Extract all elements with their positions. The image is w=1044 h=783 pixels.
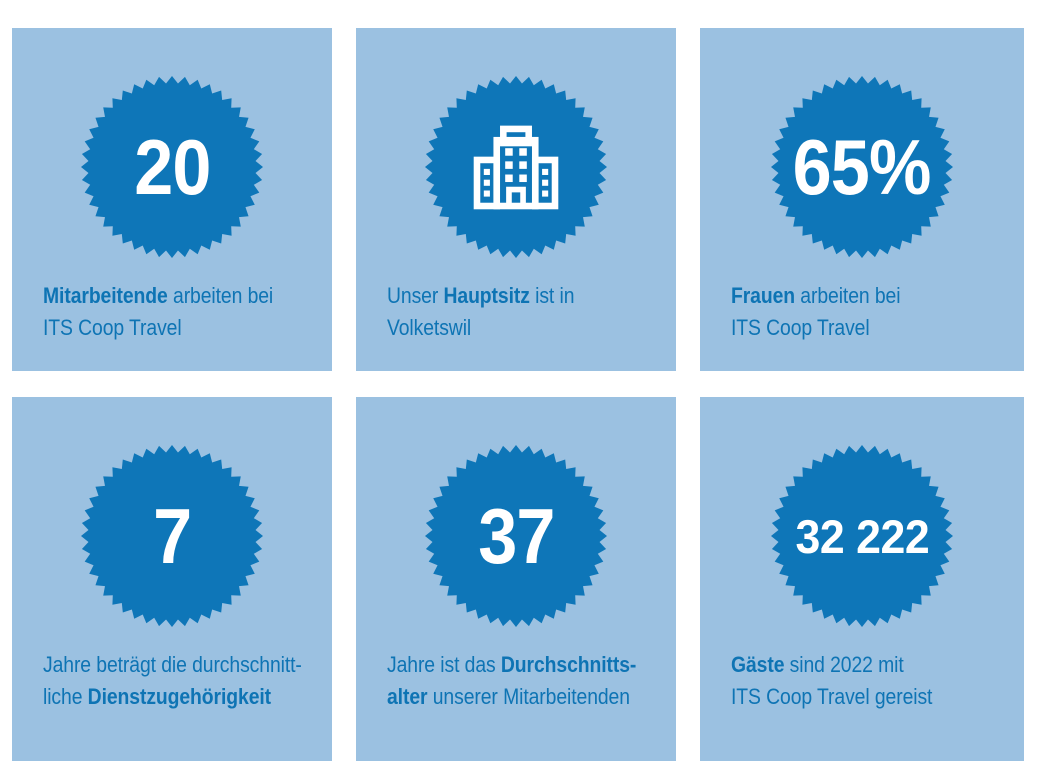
- caption-text: ITS Coop Travel gereist: [731, 683, 933, 709]
- starburst-shape: [771, 445, 953, 627]
- starburst-shape: [81, 76, 263, 258]
- stat-caption: Gäste sind 2022 mit ITS Coop Travel gerei…: [731, 649, 932, 712]
- stat-value: 20: [81, 76, 263, 258]
- caption-line: alter unserer Mitarbeitenden: [387, 681, 636, 713]
- stat-value-text: 37: [477, 491, 555, 580]
- stat-card-hauptsitz: Unser Hauptsitz ist in Volketswil: [356, 28, 676, 371]
- starburst-badge: [425, 76, 607, 258]
- caption-keyword: Gäste: [731, 652, 785, 677]
- caption-line: Mitarbeitende arbeiten bei: [43, 280, 273, 312]
- caption-keyword: Hauptsitz: [443, 283, 530, 308]
- stat-value-text: 7: [152, 491, 192, 580]
- stat-caption: Mitarbeitende arbeiten bei ITS Coop Trave…: [43, 280, 273, 343]
- stats-grid: 20 Mitarbeitende arbeiten bei ITS Coop Tr…: [12, 28, 1024, 761]
- caption-line: liche Dienstzugehörigkeit: [43, 681, 302, 713]
- caption-keyword: Dienstzugehörigkeit: [87, 683, 272, 709]
- caption-text: ist in: [529, 283, 575, 308]
- caption-line: ITS Coop Travel: [43, 312, 273, 344]
- caption-line: Jahre beträgt die durchschnitt-: [43, 649, 302, 681]
- stat-value-text: 32 222: [795, 509, 929, 563]
- caption-line: Jahre ist das Durchschnitts-: [387, 649, 636, 681]
- caption-text: Jahre ist das: [387, 652, 501, 677]
- caption-text: unserer Mitarbeitenden: [427, 683, 630, 709]
- caption-line: Frauen arbeiten bei: [731, 280, 901, 312]
- starburst-shape: [425, 76, 607, 258]
- caption-text: Volketswil: [387, 314, 472, 340]
- caption-line: Gäste sind 2022 mit: [731, 649, 932, 681]
- caption-text: arbeiten bei: [795, 283, 901, 308]
- stat-card-frauen: 65% Frauen arbeiten bei ITS Coop Travel: [700, 28, 1024, 371]
- caption-text: liche: [43, 683, 88, 709]
- starburst-badge: 37: [425, 445, 607, 627]
- starburst-shape: [81, 445, 263, 627]
- starburst-shape: [771, 76, 953, 258]
- caption-line: ITS Coop Travel gereist: [731, 681, 932, 713]
- caption-text: ITS Coop Travel: [731, 314, 870, 340]
- stat-card-durchschnittsalter: 37 Jahre ist das Durchschnitts-alter uns…: [356, 397, 676, 761]
- caption-keyword: alter: [387, 683, 428, 709]
- stat-card-dienstzugehoerigkeit: 7 Jahre beträgt die durchschnitt-liche D…: [12, 397, 332, 761]
- stat-value: 37: [425, 445, 607, 627]
- starburst-shape: [425, 445, 607, 627]
- starburst-badge: 7: [81, 445, 263, 627]
- stat-caption: Jahre beträgt die durchschnitt-liche Die…: [43, 649, 302, 712]
- stat-value-text: 20: [133, 122, 211, 211]
- caption-line: Volketswil: [387, 312, 574, 344]
- caption-keyword: Frauen: [731, 283, 796, 308]
- caption-text: arbeiten bei: [167, 283, 274, 308]
- caption-line: ITS Coop Travel: [731, 312, 900, 344]
- caption-text: ITS Coop Travel: [43, 314, 182, 340]
- caption-text: Unser: [387, 283, 444, 308]
- starburst-badge: 20: [81, 76, 263, 258]
- caption-text: Jahre beträgt die durchschnitt-: [43, 652, 302, 677]
- caption-line: Unser Hauptsitz ist in: [387, 280, 574, 312]
- stat-value: 65%: [771, 76, 953, 258]
- stat-caption: Unser Hauptsitz ist in Volketswil: [387, 280, 574, 343]
- starburst-badge: 65%: [771, 76, 953, 258]
- caption-keyword: Mitarbeitende: [43, 283, 168, 308]
- building-icon: [473, 125, 559, 210]
- caption-text: sind 2022 mit: [784, 652, 904, 677]
- stat-value: 32 222: [771, 445, 953, 627]
- stat-card-gaeste: 32 222 Gäste sind 2022 mit ITS Coop Trave…: [700, 397, 1024, 761]
- stat-caption: Frauen arbeiten bei ITS Coop Travel: [731, 280, 901, 344]
- stat-card-mitarbeitende: 20 Mitarbeitende arbeiten bei ITS Coop Tr…: [12, 28, 332, 371]
- caption-keyword: Durchschnitts-: [500, 652, 637, 677]
- stat-value-text: 65%: [793, 122, 932, 211]
- stat-value: 7: [81, 445, 263, 627]
- starburst-badge: 32 222: [771, 445, 953, 627]
- stat-caption: Jahre ist das Durchschnitts-alter unsere…: [387, 649, 636, 712]
